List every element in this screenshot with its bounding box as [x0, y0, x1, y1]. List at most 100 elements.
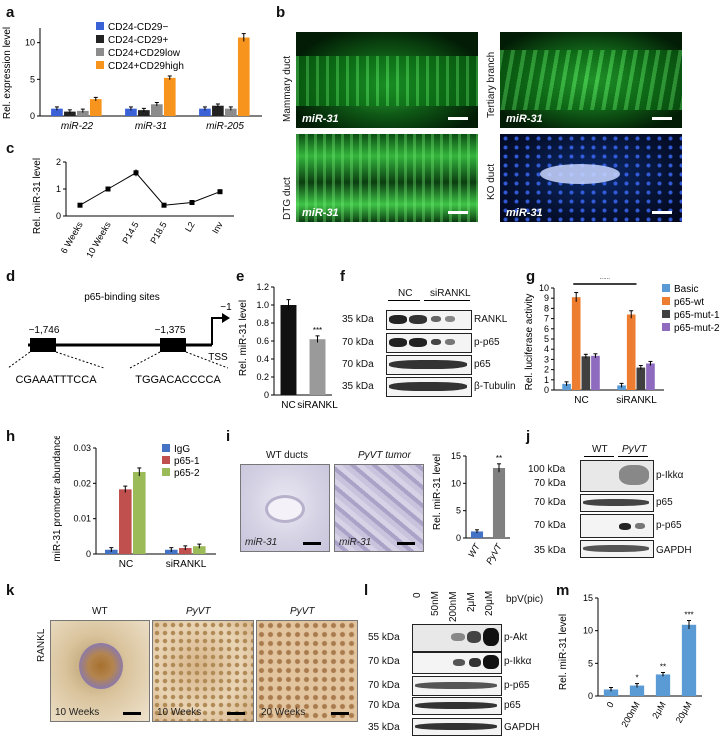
treatment-label: bpV(pic) [506, 594, 544, 605]
scale-bar [448, 117, 468, 120]
panel-label-h: h [6, 428, 16, 445]
blot-strip-pikka [580, 460, 654, 492]
blot-strip-pp65 [386, 333, 472, 353]
x-tick-label: Inv [210, 220, 225, 236]
panel-label-m: m [556, 582, 570, 599]
scale-bar [652, 211, 672, 214]
legend-label: CD24-CD29− [108, 22, 168, 33]
protein-label: p-Akt [504, 632, 528, 643]
ihc-caption: miR-31 [339, 537, 372, 548]
bar [571, 297, 581, 390]
micrograph-dtg-duct: miR-31 [296, 134, 478, 222]
dotted-guide [7, 351, 31, 369]
x-tick-label: P14.5 [120, 220, 140, 245]
chart-i-ylabel: Rel. miR-31 level [432, 454, 443, 530]
y-tick-label: 0.4 [256, 354, 269, 364]
micrograph-ko-duct: miR-31 [500, 134, 682, 222]
ihc-rankl-wt: 10 Weeks [50, 620, 150, 722]
micrograph-mammary-duct: miR-31 [296, 32, 478, 128]
scale-bar [123, 712, 141, 715]
y-tick-label: 0.2 [256, 372, 269, 382]
tss-label: TSS [208, 352, 228, 363]
kda-label: 70 kDa [534, 497, 566, 508]
site1-position: −1,746 [29, 325, 60, 336]
x-tick-label: miR-205 [206, 121, 244, 132]
y-tick-label: 0 [544, 385, 549, 395]
bar [280, 305, 297, 395]
blot-strip-p65 [580, 494, 654, 512]
x-tick-label: siRANKL [297, 400, 338, 411]
y-tick-label: 0.02 [73, 478, 91, 488]
bar [629, 685, 645, 696]
chart-e: Rel. miR-31 level 0 0.2 0.4 0.6 0.8 1.0 1.2 NC s… [238, 282, 338, 411]
y-tick-label: 0 [30, 111, 35, 121]
micrograph-caption: miR-31 [302, 207, 339, 219]
panel-b-label-2: Tertiary branch [486, 51, 497, 118]
blot-strip-gapdh [580, 540, 654, 558]
bar [591, 355, 600, 390]
legend-swatch [96, 61, 104, 69]
legend-swatch [96, 48, 104, 56]
chart-i: Rel. miR-31 level 0 5 10 15 WT PyVT ** [432, 451, 510, 566]
y-tick-label: 9 [544, 293, 549, 303]
x-tick-label: siRANKL [616, 395, 657, 406]
scale-bar [448, 211, 468, 214]
scale-bar [652, 117, 672, 120]
bar [492, 468, 506, 538]
panel-label-a: a [6, 4, 15, 21]
legend-swatch [96, 22, 104, 30]
bar [655, 674, 671, 696]
dose-label: 0 [412, 592, 423, 598]
scale-bar [397, 542, 415, 545]
panel-label-d: d [6, 268, 16, 285]
blot-strip-pp65 [580, 514, 654, 538]
micrograph-caption: miR-31 [506, 113, 543, 125]
kda-label: 70 kDa [534, 478, 566, 489]
binding-site-2 [160, 338, 186, 352]
legend-swatch [662, 310, 670, 318]
blot-strip-rankl [386, 310, 472, 330]
legend-swatch [662, 284, 670, 292]
bar [138, 110, 150, 116]
y-tick-label: 7 [544, 314, 549, 324]
panel-b-label-1: Mammary duct [282, 55, 293, 122]
y-tick-label: 0 [264, 390, 269, 400]
legend-swatch [96, 35, 104, 43]
panel-label-f: f [340, 268, 345, 285]
bracket-line [618, 456, 648, 457]
x-tick-label: NC [281, 400, 295, 411]
legend-swatch [162, 468, 170, 476]
bar [133, 472, 146, 554]
bar [562, 383, 571, 390]
legend-label: p65-mut-2 [674, 323, 720, 334]
protein-label: p-p65 [474, 337, 500, 348]
site2-position: −1,375 [155, 325, 186, 336]
protein-label: p-p65 [656, 520, 682, 531]
significance-marker: *** [313, 326, 322, 335]
x-tick-label: NC [574, 395, 588, 406]
bar [193, 546, 206, 554]
blot-strip-pakt [412, 624, 502, 652]
panel-label-j: j [526, 428, 531, 445]
tss-position: −1 [220, 302, 232, 313]
kda-label: 35 kDa [368, 722, 400, 733]
kda-label: 70 kDa [368, 680, 400, 691]
bar [119, 489, 132, 554]
ihc-wt-ducts: miR-31 [240, 464, 330, 552]
micrograph-caption: miR-31 [506, 207, 543, 219]
significance-marker: *** [684, 611, 693, 620]
x-tick-label: WT [466, 541, 482, 559]
legend-label: p65-wt [674, 297, 704, 308]
y-tick-label: 0.6 [256, 336, 269, 346]
y-tick-label: 15 [451, 451, 461, 461]
legend-label: p65-1 [174, 456, 200, 467]
legend-label: Basic [674, 284, 698, 295]
blot-strip-pp65 [412, 676, 502, 696]
protein-label: β-Tubulin [474, 381, 516, 392]
y-tick-label: 1.2 [256, 282, 269, 292]
significance-marker: ** [660, 662, 666, 671]
bracket-line [424, 300, 470, 301]
y-tick-label: 0 [56, 211, 61, 221]
bar [681, 624, 697, 696]
